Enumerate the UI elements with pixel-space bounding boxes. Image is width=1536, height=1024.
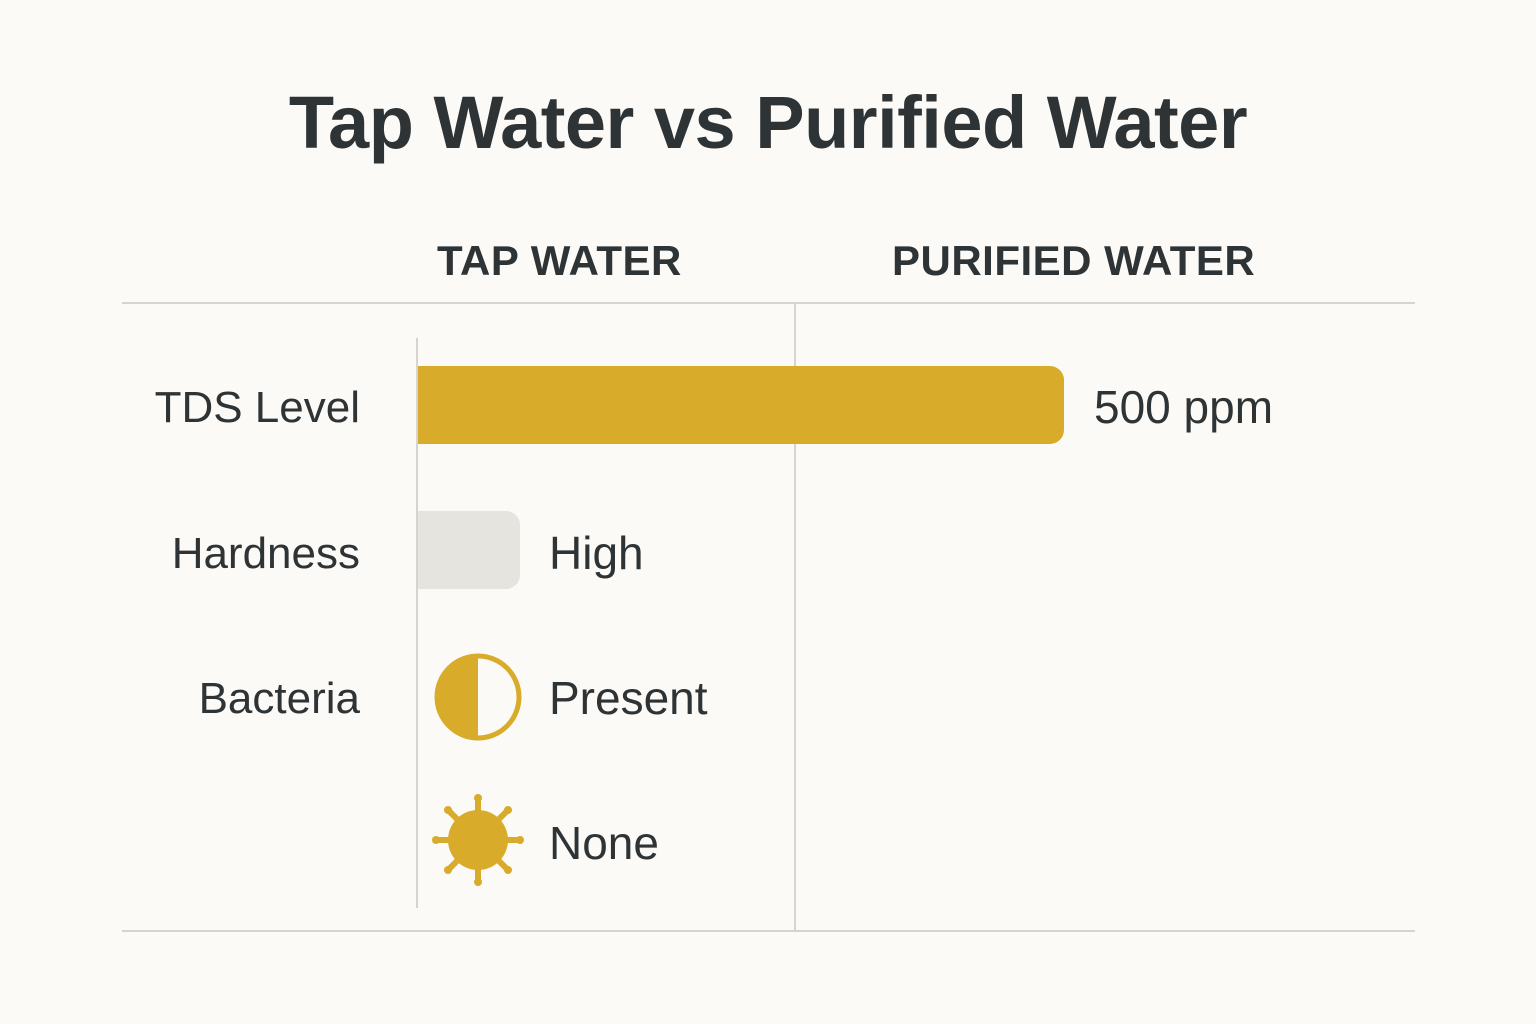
bacteria-value: Present bbox=[549, 672, 708, 724]
hardness-bar bbox=[418, 511, 520, 589]
half-circle-icon bbox=[434, 653, 522, 741]
page-title: Tap Water vs Purified Water bbox=[288, 81, 1248, 164]
bacteria-icon bbox=[432, 794, 524, 886]
bottom-divider bbox=[122, 930, 1415, 932]
row-label-bacteria: Bacteria bbox=[198, 674, 360, 723]
column-header-purified-water: PURIFIED WATER bbox=[892, 237, 1256, 284]
row-label-tds-level: TDS Level bbox=[154, 383, 360, 432]
label-axis-line bbox=[416, 338, 418, 908]
none-value: None bbox=[549, 817, 659, 869]
hardness-value: High bbox=[549, 527, 644, 579]
header-divider bbox=[122, 302, 1415, 304]
tds-level-bar bbox=[418, 366, 1064, 444]
tds-level-value: 500 ppm bbox=[1094, 381, 1274, 433]
column-divider bbox=[794, 304, 796, 932]
column-header-tap-water: TAP WATER bbox=[437, 237, 682, 284]
row-label-hardness: Hardness bbox=[171, 529, 360, 578]
